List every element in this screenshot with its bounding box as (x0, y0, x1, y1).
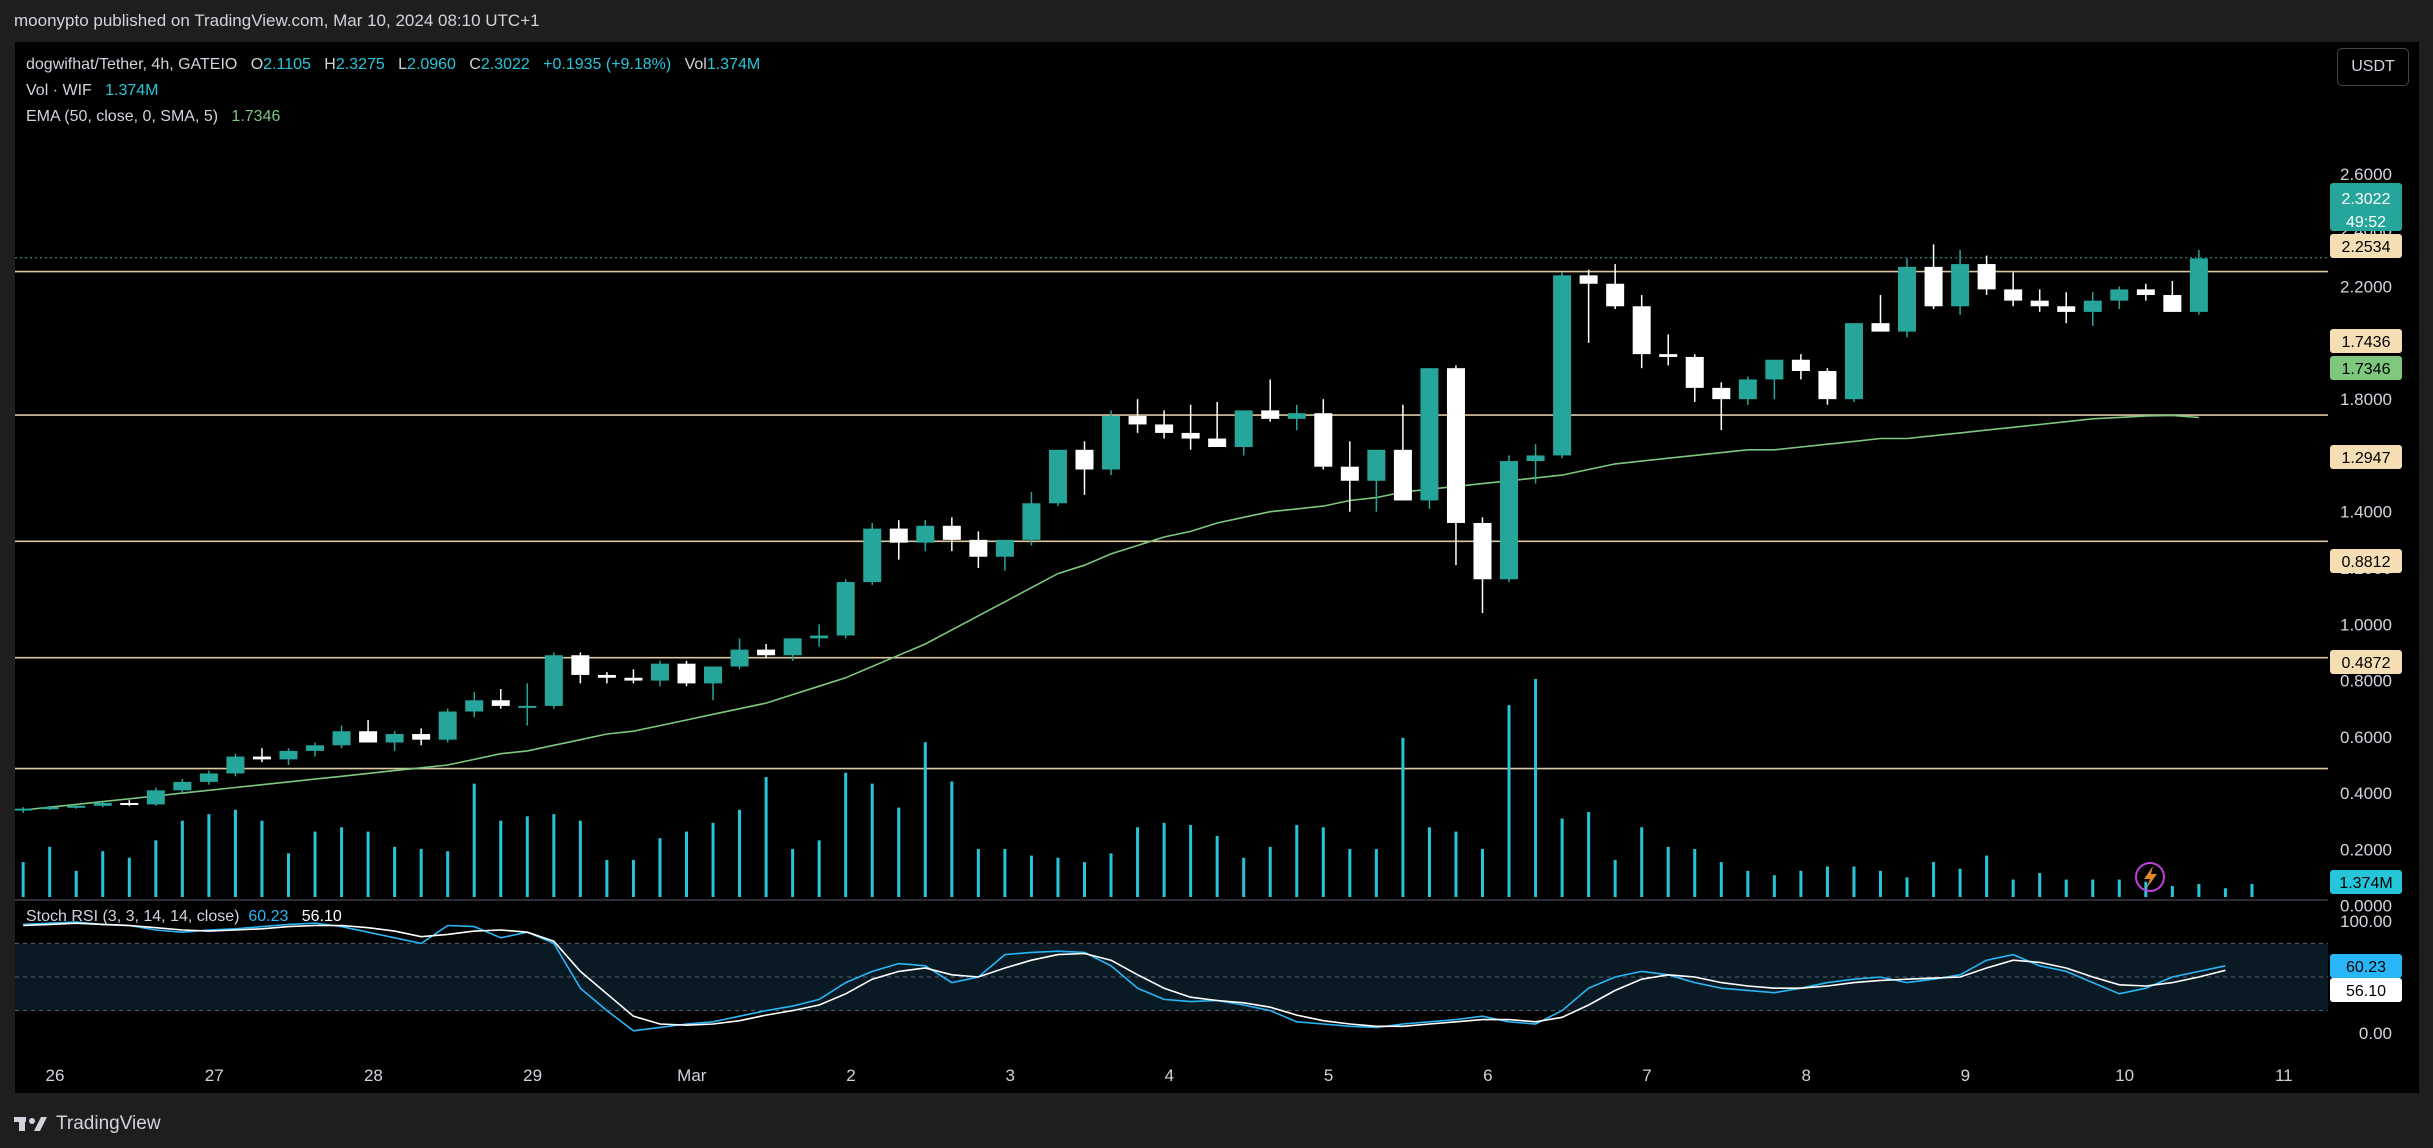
footer-bar: TradingView (0, 1100, 2433, 1148)
stoch-indicator-name: Stoch RSI (3, 3, 14, 14, close) (26, 908, 240, 925)
legend-low-label: L (398, 56, 408, 73)
legend-close-label: C (469, 56, 481, 73)
stoch-legend[interactable]: Stoch RSI (3, 3, 14, 14, close) 60.23 56… (26, 908, 342, 926)
legend-symbol: dogwifhat/Tether, 4h, GATEIO (26, 56, 238, 73)
brand-name: TradingView (56, 1113, 161, 1134)
tradingview-logo[interactable]: TradingView (14, 1113, 161, 1135)
chart-legend: dogwifhat/Tether, 4h, GATEIO O2.1105 H2.… (26, 52, 760, 130)
tradingview-logo-icon (14, 1117, 47, 1131)
legend-volume-row[interactable]: Vol · WIF 1.374M (26, 78, 760, 104)
stoch-d-value: 56.10 (301, 908, 342, 925)
legend-open: 2.1105 (263, 56, 311, 73)
legend-close: 2.3022 (480, 56, 530, 73)
legend-symbol-row: dogwifhat/Tether, 4h, GATEIO O2.1105 H2.… (26, 52, 760, 78)
legend-open-label: O (250, 56, 264, 73)
legend-high: 2.3275 (335, 56, 385, 73)
legend-high-label: H (324, 56, 336, 73)
legend-low: 2.0960 (407, 56, 456, 73)
stoch-k-value: 60.23 (248, 908, 289, 925)
volume-indicator-name: Vol · WIF (26, 82, 92, 99)
legend-change: +0.1935 (+9.18%) (543, 56, 672, 73)
volume-indicator-value: 1.374M (105, 82, 159, 99)
legend-vol-label: Vol (684, 56, 707, 73)
publish-info: moonypto published on TradingView.com, M… (14, 11, 540, 30)
publish-bar: moonypto published on TradingView.com, M… (0, 0, 2433, 42)
ema-indicator-value: 1.7346 (231, 108, 281, 125)
legend-vol: 1.374M (706, 56, 761, 73)
ema-indicator-name: EMA (50, close, 0, SMA, 5) (26, 108, 219, 125)
currency-button[interactable]: USDT (2337, 48, 2409, 86)
legend-ema-row[interactable]: EMA (50, close, 0, SMA, 5) 1.7346 (26, 104, 760, 130)
chart-frame[interactable] (15, 42, 2419, 1093)
